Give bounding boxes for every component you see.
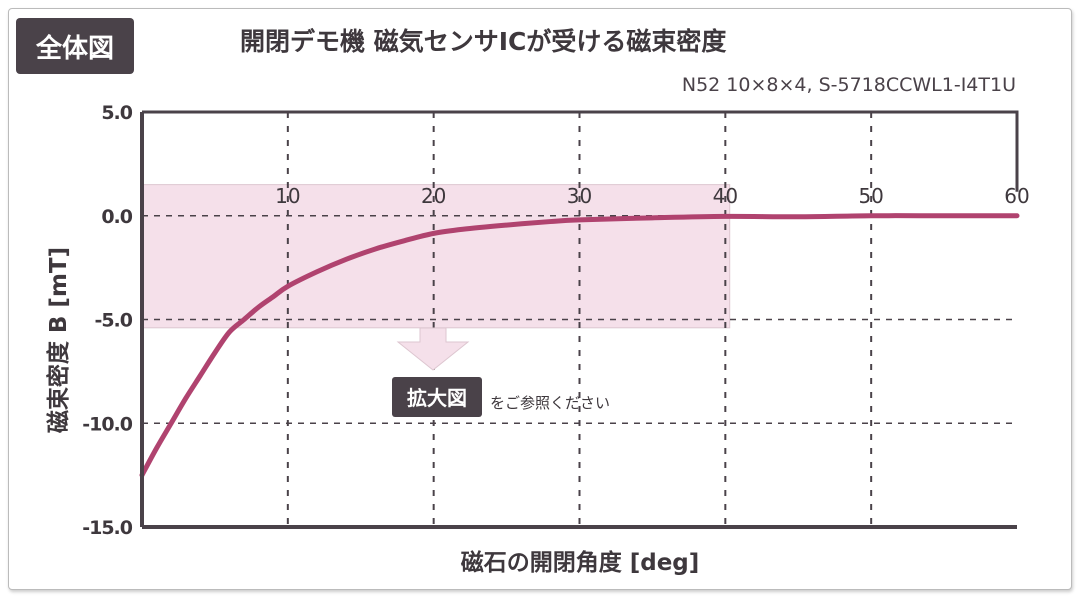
y-tick-label: 5.0 [101,102,132,124]
x-tick-label: 40 [713,184,738,208]
highlight-region [141,184,731,329]
y-tick-label: -15.0 [82,517,133,539]
x-tick-label: 30 [567,184,592,208]
chart-subtitle: N52 10×8×4, S-5718CCWL1-I4T1U [681,74,1016,96]
zoom-arrow-icon [396,327,470,371]
x-tick-label: 50 [858,184,883,208]
x-tick-label: 20 [421,184,446,208]
y-tick-label: 0.0 [101,206,132,228]
series-line-B [139,213,1020,478]
chart-title: 開閉デモ機 磁気センサICが受ける磁束密度 [240,27,727,56]
zoom-badge: 拡大図 [407,386,467,410]
y-tick-label: -10.0 [82,413,133,435]
zoom-badge-bg [392,377,482,417]
zoom-note: をご参照ください [490,394,610,412]
y-axis-label: 磁束密度 B [mT] [45,247,72,433]
overview-badge: 全体図 [16,18,134,74]
y-tick-label: -5.0 [94,310,132,332]
x-axis-label: 磁石の開閉角度 [deg] [461,549,700,576]
plot-top-border [142,110,1019,192]
x-tick-label: 10 [275,184,300,208]
